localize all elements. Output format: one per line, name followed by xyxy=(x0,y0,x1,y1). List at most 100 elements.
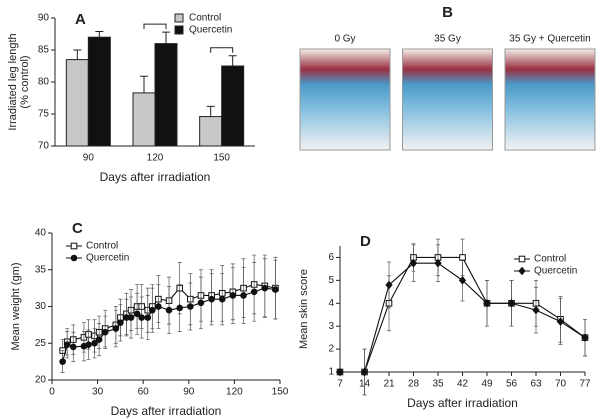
marker xyxy=(360,367,369,377)
x-tick-label: 90 xyxy=(183,387,195,398)
marker xyxy=(101,328,109,336)
legend-swatch xyxy=(174,25,184,35)
y-tick-label: 20 xyxy=(35,375,47,386)
marker xyxy=(218,295,226,303)
marker xyxy=(133,310,141,318)
significance-bracket xyxy=(210,47,234,53)
x-tick-label: 90 xyxy=(83,153,95,164)
marker xyxy=(187,303,194,310)
marker xyxy=(556,317,565,326)
error-bar xyxy=(228,55,237,66)
legend-label: Control xyxy=(189,13,221,24)
panel-title: A xyxy=(75,11,86,28)
histology-image xyxy=(299,48,391,151)
y-tick-label: 90 xyxy=(38,13,50,24)
y-tick-label: 85 xyxy=(38,45,50,56)
x-axis-label: Days after irradiation xyxy=(100,170,211,184)
marker xyxy=(518,255,526,263)
y-axis-label: Mean weight (gm) xyxy=(10,262,22,350)
marker xyxy=(176,304,183,312)
x-tick-label: 42 xyxy=(457,379,469,390)
error-bar xyxy=(140,75,148,93)
marker xyxy=(138,314,145,321)
y-axis-label: Mean skin score xyxy=(298,269,310,349)
x-tick-label: 7 xyxy=(337,379,343,390)
legend-label: Quercetin xyxy=(86,253,129,264)
legend-label: Control xyxy=(534,254,566,265)
y-axis-label: Irradiated leg length xyxy=(7,33,19,130)
panel-title: C xyxy=(72,220,83,237)
marker xyxy=(385,280,393,290)
panel-title: B xyxy=(442,4,453,21)
y-tick-label: 30 xyxy=(35,301,47,312)
marker xyxy=(63,341,71,349)
y-tick-label: 75 xyxy=(38,109,50,120)
x-tick-label: 63 xyxy=(530,379,542,390)
histology-image xyxy=(504,48,596,151)
marker xyxy=(250,288,258,296)
legend-swatch xyxy=(174,13,184,23)
error-bar xyxy=(206,105,215,117)
x-axis-label: Days after irradiation xyxy=(407,396,518,410)
marker xyxy=(261,284,269,292)
marker xyxy=(518,266,526,276)
marker xyxy=(165,306,173,314)
y-tick-label: 3 xyxy=(328,321,334,332)
x-tick-label: 56 xyxy=(506,379,518,390)
bar xyxy=(65,59,89,147)
marker xyxy=(95,336,103,343)
marker xyxy=(272,286,279,293)
x-tick-label: 0 xyxy=(49,387,55,398)
y-tick-label: 4 xyxy=(328,298,334,309)
marker xyxy=(458,276,467,285)
y-tick-label: 80 xyxy=(38,77,50,88)
x-tick-label: 70 xyxy=(555,379,567,390)
y-tick-label: 70 xyxy=(38,141,50,152)
bar xyxy=(199,116,223,147)
image-label: 35 Gy + Quercetin xyxy=(509,34,590,45)
x-tick-label: 35 xyxy=(432,379,444,390)
marker xyxy=(197,299,205,307)
x-tick-label: 30 xyxy=(92,387,104,398)
marker xyxy=(336,367,344,377)
marker xyxy=(155,303,162,310)
marker xyxy=(409,258,418,268)
image-label: 35 Gy xyxy=(434,34,461,45)
legend-label: Quercetin xyxy=(534,266,577,277)
x-tick-label: 21 xyxy=(383,379,395,390)
error-bar xyxy=(73,49,82,60)
marker xyxy=(507,299,516,308)
marker xyxy=(112,325,120,332)
marker xyxy=(127,314,135,321)
marker xyxy=(208,295,215,303)
marker xyxy=(483,299,491,308)
panel-title: D xyxy=(360,233,371,250)
error-bar xyxy=(162,31,170,44)
y-tick-label: 2 xyxy=(328,344,334,355)
y-tick-label: 25 xyxy=(35,338,47,349)
significance-bracket xyxy=(143,23,167,30)
histology-image xyxy=(402,48,493,151)
y-axis-label: (% control) xyxy=(19,55,31,108)
x-tick-label: 77 xyxy=(579,379,591,390)
marker xyxy=(117,319,124,326)
marker xyxy=(229,292,237,299)
x-tick-label: 120 xyxy=(147,153,164,164)
y-tick-label: 40 xyxy=(35,228,47,239)
marker xyxy=(144,314,152,321)
x-tick-label: 60 xyxy=(138,387,150,398)
marker xyxy=(91,339,98,347)
y-tick-label: 6 xyxy=(328,252,334,263)
bar xyxy=(221,65,245,147)
legend-label: Quercetin xyxy=(189,25,232,36)
y-tick-label: 35 xyxy=(35,264,47,275)
x-tick-label: 150 xyxy=(213,153,230,164)
y-tick-label: 1 xyxy=(328,367,334,378)
legend-label: Control xyxy=(86,241,118,252)
bar xyxy=(154,43,178,147)
marker xyxy=(581,333,589,342)
marker xyxy=(85,341,92,349)
marker xyxy=(59,358,66,365)
marker xyxy=(70,254,78,262)
